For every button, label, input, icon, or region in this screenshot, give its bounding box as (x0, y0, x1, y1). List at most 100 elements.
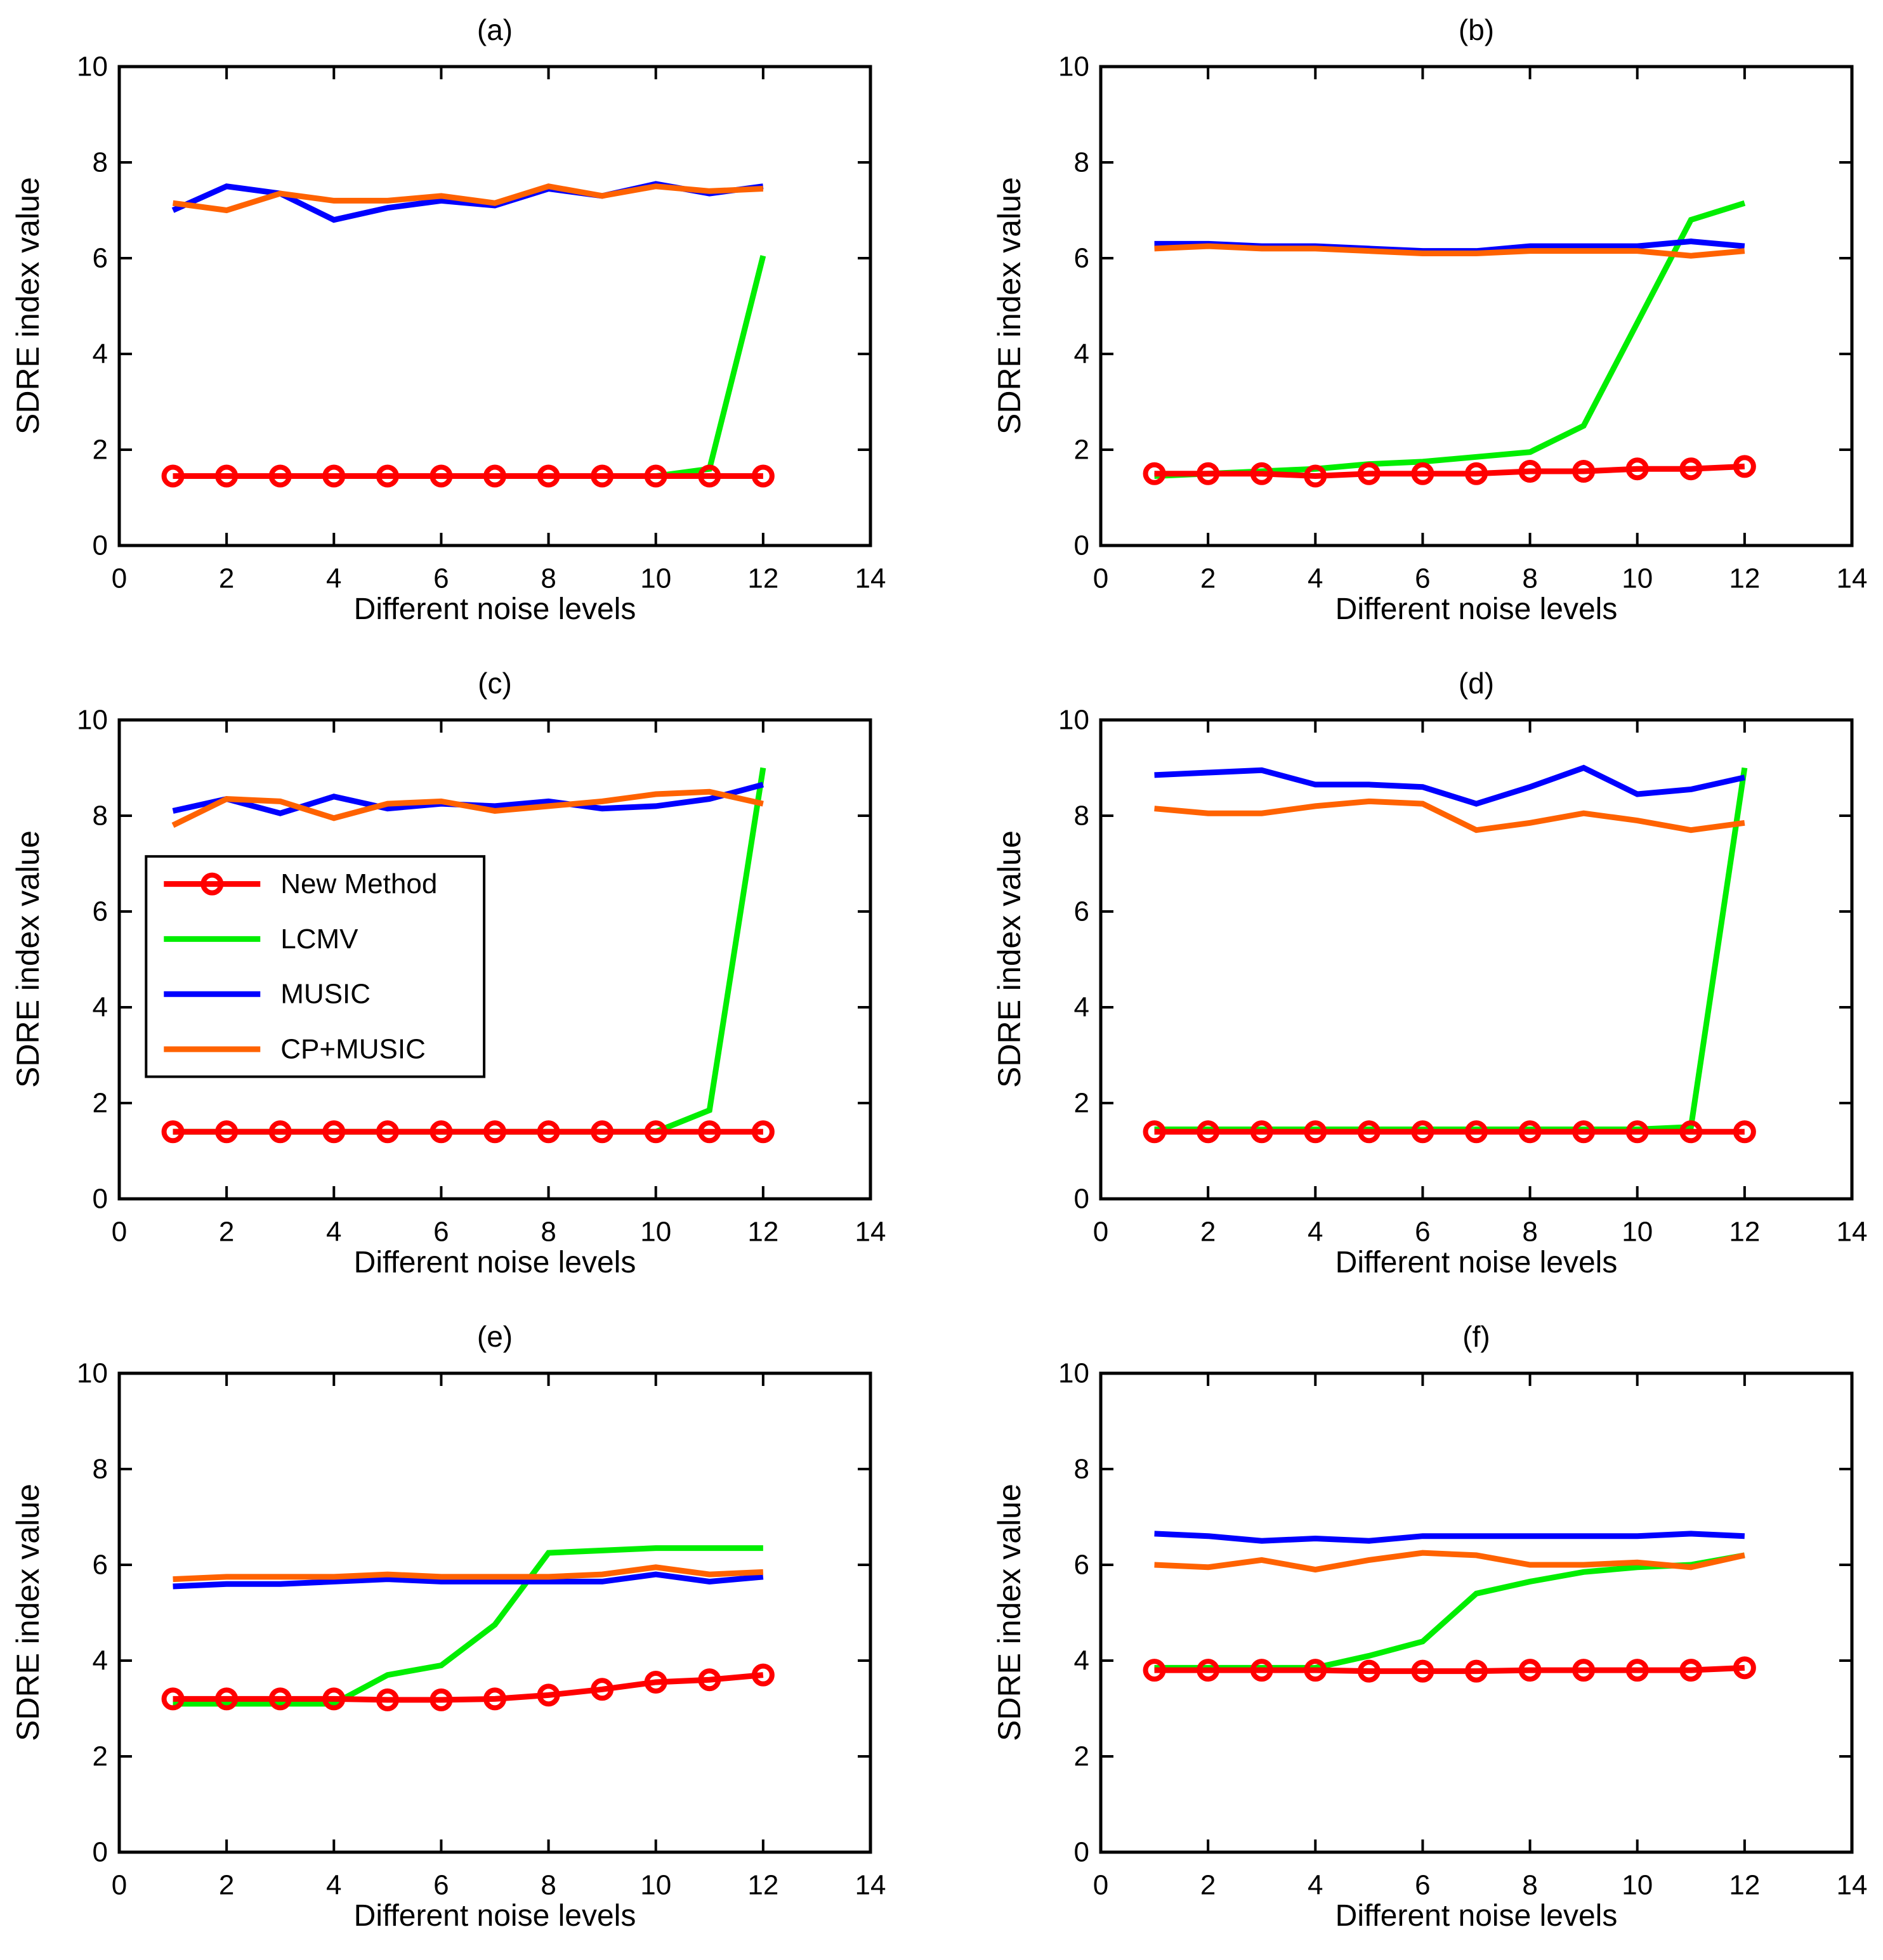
subplot-d-y-axis-label: SDRE index value (992, 830, 1027, 1088)
y-tick-label: 4 (1074, 992, 1089, 1023)
data-point-marker (161, 464, 185, 488)
series-line-cp-music (1154, 243, 1745, 259)
subplot-b-plot-area: 0 2 4 6 8 10 12 14 0 2 4 6 8 10 (1058, 51, 1867, 594)
y-tick-label: 6 (93, 896, 108, 927)
subplot-d-plot-area: 0 2 4 6 8 10 12 14 0 2 4 6 8 10 (1058, 705, 1867, 1248)
subplot-d-title: (d) (1458, 667, 1495, 700)
legend-label: LCMV (280, 924, 358, 955)
data-point-marker (1679, 1120, 1703, 1144)
data-point-marker (537, 1120, 560, 1144)
x-tick-label: 8 (541, 563, 556, 594)
data-point-marker (751, 1663, 775, 1687)
data-point-marker (1304, 1120, 1327, 1144)
y-tick-label: 2 (93, 1741, 108, 1772)
data-point-marker (483, 1687, 506, 1711)
x-tick-label: 12 (747, 1870, 778, 1901)
subplot-a-title: (a) (476, 13, 513, 46)
subplot-b-title: (b) (1458, 13, 1495, 46)
x-tick-label: 14 (855, 1870, 886, 1901)
x-tick-label: 12 (1729, 1217, 1760, 1248)
x-tick-label: 10 (640, 563, 671, 594)
subplot-a-plot-area: 0 2 4 6 8 10 12 14 0 2 4 6 8 10 (77, 51, 886, 594)
subplot-e-x-axis-label: Different noise levels (353, 1899, 636, 1933)
subplot-a: (a) SDRE index value 0 2 4 6 8 10 12 14 0 2 4 6 8 10 … (0, 0, 942, 653)
subplot-b: (b) SDRE index value 0 2 4 6 8 10 12 14 0 2 4 6 8 10 … (942, 0, 1883, 653)
data-point-marker (537, 1683, 560, 1707)
x-tick-label: 10 (1622, 1870, 1653, 1901)
y-tick-label: 2 (93, 434, 108, 466)
axes-box (1099, 718, 1854, 1201)
data-point-marker (1143, 1659, 1166, 1682)
series-line-cp-music (171, 788, 764, 828)
data-point-marker (1143, 462, 1166, 485)
series-line-cp-music (1154, 798, 1745, 833)
x-tick-label: 8 (541, 1217, 556, 1248)
data-point-marker (591, 1120, 614, 1144)
y-tick-label: 8 (1074, 800, 1089, 832)
data-point-marker (1304, 464, 1327, 488)
data-point-marker (591, 464, 614, 488)
x-tick-label: 0 (112, 1870, 127, 1901)
x-tick-label: 0 (1093, 563, 1108, 594)
subplot-b-y-axis-label: SDRE index value (992, 177, 1027, 435)
data-point-marker (1465, 462, 1488, 485)
x-tick-label: 4 (326, 563, 341, 594)
x-tick-label: 6 (433, 563, 449, 594)
y-tick-label: 2 (1074, 1088, 1089, 1119)
y-tick-label: 10 (77, 51, 108, 82)
y-tick-label: 6 (1074, 1550, 1089, 1581)
axes-box (117, 718, 872, 1201)
data-point-marker (1733, 1656, 1756, 1680)
y-tick-label: 8 (93, 147, 108, 178)
x-tick-label: 12 (747, 563, 778, 594)
x-tick-label: 2 (1200, 1870, 1216, 1901)
y-tick-label: 10 (77, 1358, 108, 1389)
data-point-marker (376, 464, 399, 488)
y-tick-label: 4 (93, 1645, 108, 1676)
y-tick-label: 2 (1074, 434, 1089, 466)
x-tick-label: 10 (640, 1217, 671, 1248)
x-tick-label: 10 (1622, 1217, 1653, 1248)
subplot-f-title: (f) (1462, 1320, 1490, 1353)
legend-sample-marker (200, 872, 224, 896)
x-tick-label: 6 (1415, 1217, 1430, 1248)
legend-box (145, 855, 486, 1078)
y-tick-label: 0 (1074, 530, 1089, 561)
subplot-c-x-axis-label: Different noise levels (353, 1246, 636, 1279)
x-tick-label: 8 (1522, 1870, 1537, 1901)
data-point-marker (1518, 459, 1542, 483)
data-point-marker (644, 1120, 667, 1144)
y-tick-label: 6 (1074, 896, 1089, 927)
y-tick-label: 10 (1058, 51, 1089, 82)
y-tick-label: 10 (77, 705, 108, 736)
subplot-c-plot-area: 0 2 4 6 8 10 12 14 0 2 4 6 8 10 New Method LCMV MUSIC CP+… (77, 705, 886, 1248)
x-tick-label: 8 (541, 1870, 556, 1901)
data-point-marker (1197, 1659, 1220, 1682)
data-point-marker (698, 1120, 721, 1144)
axes-box (117, 65, 872, 547)
data-point-marker (215, 1687, 239, 1711)
x-tick-label: 12 (1729, 1870, 1760, 1901)
data-point-marker (430, 1688, 453, 1711)
x-tick-label: 0 (112, 563, 127, 594)
data-point-marker (1250, 1120, 1273, 1144)
data-point-marker (268, 1687, 292, 1711)
data-point-marker (698, 464, 721, 488)
y-tick-label: 10 (1058, 705, 1089, 736)
data-point-marker (268, 1120, 292, 1144)
y-tick-label: 10 (1058, 1358, 1089, 1389)
data-point-marker (1357, 1659, 1381, 1683)
y-tick-label: 0 (1074, 1184, 1089, 1215)
x-tick-label: 2 (1200, 1217, 1216, 1248)
x-tick-label: 12 (747, 1217, 778, 1248)
data-point-marker (1625, 457, 1649, 481)
x-tick-label: 2 (219, 1217, 234, 1248)
data-point-marker (1625, 1659, 1649, 1682)
y-tick-label: 8 (1074, 147, 1089, 178)
legend-label: New Method (280, 868, 437, 899)
y-tick-label: 4 (93, 992, 108, 1023)
axes-box (1099, 65, 1854, 547)
y-tick-label: 0 (93, 1184, 108, 1215)
subplot-a-x-axis-label: Different noise levels (353, 592, 636, 626)
